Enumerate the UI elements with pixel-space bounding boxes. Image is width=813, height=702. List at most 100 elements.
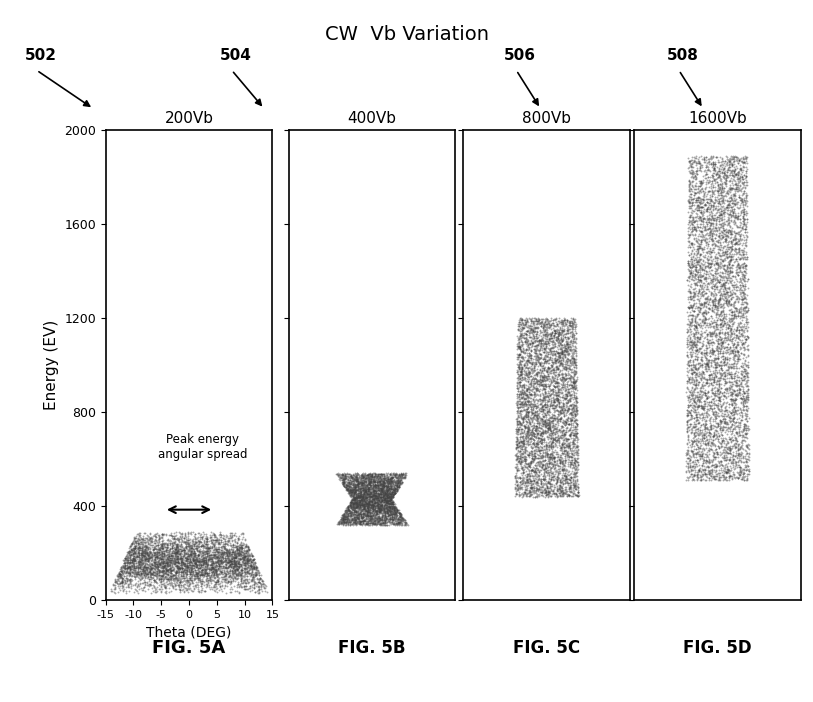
Point [688, 389, 701, 400]
Point [382, 492, 395, 503]
Point [708, 212, 721, 223]
Point [384, 503, 397, 515]
Point [512, 371, 525, 382]
Point [543, 394, 556, 405]
Point [730, 434, 743, 445]
Point [518, 371, 531, 383]
Point [231, 563, 244, 574]
Point [138, 548, 151, 559]
Point [515, 461, 528, 472]
Point [712, 376, 725, 387]
Point [529, 359, 542, 370]
Point [538, 486, 551, 497]
Point [715, 403, 728, 414]
Point [345, 496, 358, 508]
Point [363, 509, 376, 520]
Point [557, 474, 570, 485]
Point [193, 563, 206, 574]
Point [557, 425, 570, 436]
Point [705, 194, 718, 206]
Point [371, 479, 384, 490]
Point [529, 432, 542, 444]
Point [552, 326, 565, 338]
Point [533, 390, 546, 401]
Point [242, 569, 255, 580]
Point [547, 484, 560, 495]
Point [520, 433, 533, 444]
Point [733, 303, 746, 314]
Point [372, 487, 385, 498]
Point [687, 190, 700, 201]
Point [707, 337, 720, 348]
Point [564, 419, 577, 430]
Point [554, 458, 567, 469]
Point [356, 477, 369, 489]
Point [212, 568, 225, 579]
Point [130, 550, 143, 562]
Point [536, 417, 549, 428]
Point [169, 566, 182, 577]
Point [688, 310, 701, 321]
Point [552, 410, 565, 421]
Point [227, 563, 240, 574]
Point [224, 556, 237, 567]
Point [687, 437, 700, 448]
Point [347, 514, 360, 525]
Point [695, 161, 708, 172]
Point [137, 537, 150, 548]
Point [234, 575, 247, 586]
Point [514, 408, 527, 419]
Point [728, 398, 741, 409]
Point [385, 484, 398, 495]
Point [380, 472, 393, 483]
Point [350, 498, 363, 509]
Point [563, 402, 576, 413]
Point [555, 476, 568, 487]
Point [144, 567, 157, 578]
Point [699, 288, 712, 299]
Point [538, 322, 551, 333]
Point [197, 570, 210, 581]
Point [365, 518, 378, 529]
Point [560, 321, 573, 332]
Point [725, 288, 738, 299]
Point [208, 564, 221, 575]
Point [698, 221, 711, 232]
Point [216, 579, 229, 590]
Point [193, 563, 206, 574]
Point [511, 371, 524, 383]
Point [215, 551, 228, 562]
Point [509, 470, 522, 482]
Point [184, 536, 197, 547]
Point [546, 376, 559, 387]
Point [540, 324, 553, 336]
Point [528, 387, 541, 398]
Point [727, 208, 740, 219]
Point [711, 336, 724, 347]
Point [524, 323, 537, 334]
Point [389, 505, 402, 516]
Point [133, 548, 146, 559]
Point [704, 249, 717, 260]
Point [522, 435, 535, 446]
Point [545, 458, 558, 470]
Point [351, 475, 364, 486]
Point [198, 556, 211, 567]
Point [161, 555, 174, 567]
Point [342, 519, 355, 530]
Point [539, 343, 552, 354]
Point [363, 469, 376, 480]
Point [561, 451, 574, 462]
Point [724, 447, 737, 458]
Point [133, 527, 146, 538]
Point [701, 338, 714, 349]
Point [153, 567, 166, 578]
Point [511, 427, 524, 438]
Point [729, 438, 742, 449]
Point [220, 546, 233, 557]
Point [524, 324, 537, 336]
Point [557, 446, 570, 457]
Point [363, 482, 376, 493]
Point [719, 240, 732, 251]
Point [109, 574, 122, 585]
